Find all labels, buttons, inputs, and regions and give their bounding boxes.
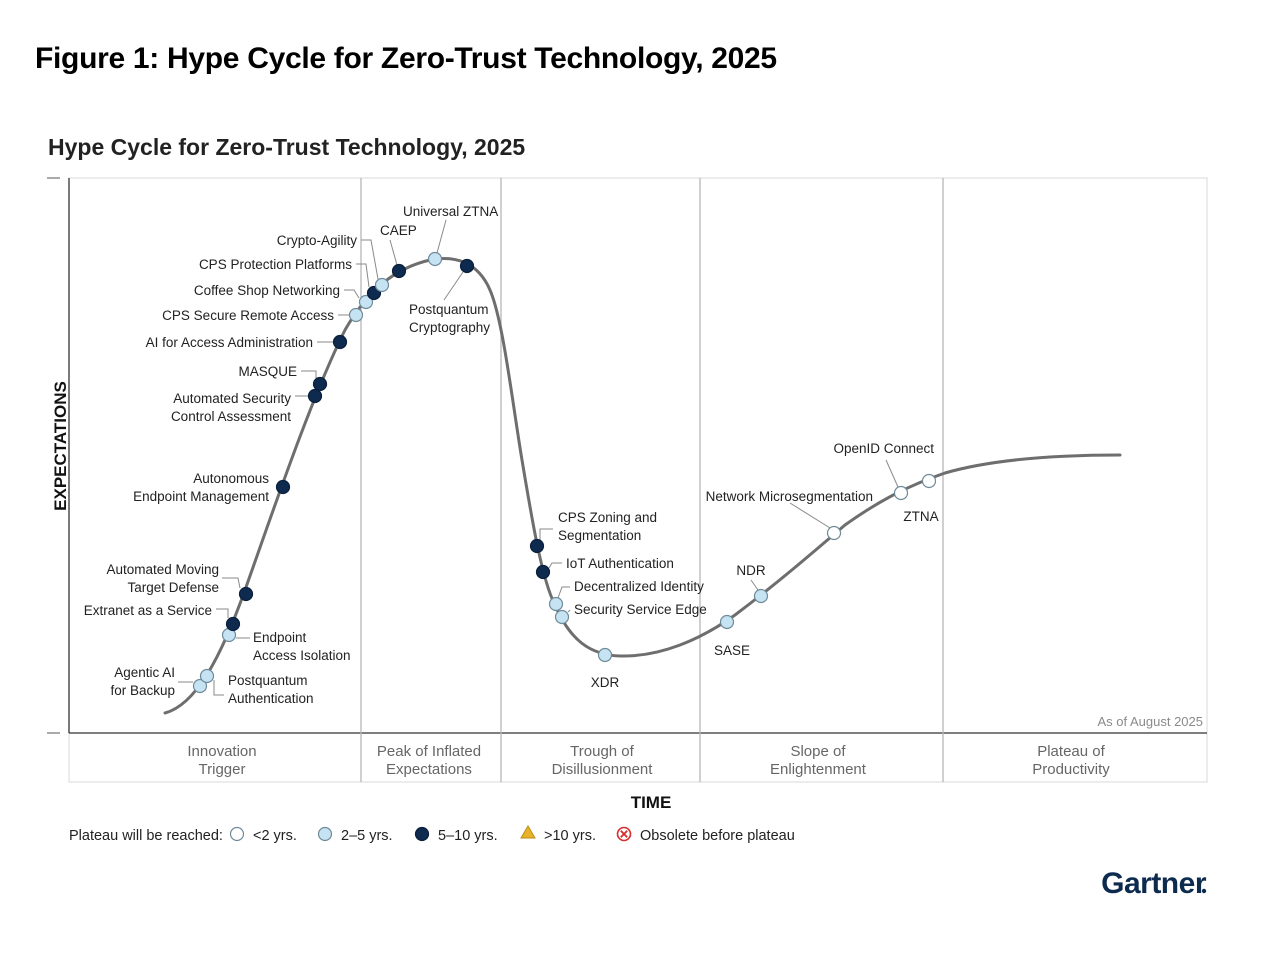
tech-label-agentic-ai-for-backup: Agentic AI for Backup: [110, 665, 175, 698]
tech-label-cps-zoning-and-segmentation: CPS Zoning and Segmentation: [558, 510, 657, 543]
y-axis-label: EXPECTATIONS: [51, 381, 70, 511]
leader-openid-connect: [885, 459, 899, 488]
legend-label-y2to5: 2–5 yrs.: [341, 828, 393, 844]
gartner-logo: Gartner: [1101, 867, 1207, 900]
legend-symbol-5-10-yrs: [414, 826, 430, 842]
legend-symbol-lt-2-yrs: [229, 826, 245, 842]
tech-label-iot-authentication: IoT Authentication: [566, 556, 674, 571]
leader-coffee-shop-networking: [344, 289, 360, 299]
tech-label-security-service-edge: Security Service Edge: [574, 602, 707, 617]
tech-marker-ai-for-access-administration[interactable]: [332, 334, 348, 350]
tech-label-network-microsegmentation: Network Microsegmentation: [706, 489, 873, 504]
x-axis-label: TIME: [631, 793, 672, 812]
tech-marker-postquantum-authentication[interactable]: [199, 668, 215, 684]
tech-marker-openid-connect[interactable]: [893, 485, 909, 501]
tech-marker-network-microsegmentation[interactable]: [826, 525, 842, 541]
tech-label-ztna: ZTNA: [903, 509, 938, 524]
legend-symbol-gt-10-yrs: [520, 825, 536, 839]
tech-marker-iot-authentication[interactable]: [535, 564, 551, 580]
tech-marker-universal-ztna[interactable]: [427, 251, 443, 267]
leader-automated-moving-target-defense: [222, 577, 241, 589]
phase-label-innovation-trigger: Innovation Trigger: [187, 743, 256, 778]
logo-dot: [1201, 888, 1207, 894]
tech-label-ai-for-access-administration: AI for Access Administration: [146, 335, 313, 350]
chart-title: Hype Cycle for Zero-Trust Technology, 20…: [48, 134, 525, 160]
tech-marker-caep[interactable]: [391, 263, 407, 279]
tech-label-cps-secure-remote-access: CPS Secure Remote Access: [162, 308, 334, 323]
legend-symbol-2-5-yrs: [317, 826, 333, 842]
leader-postquantum-cryptography: [443, 271, 464, 301]
tech-label-extranet-as-a-service: Extranet as a Service: [84, 603, 212, 618]
as-of-date: As of August 2025: [1097, 714, 1203, 729]
leader-cps-zoning-and-segmentation: [539, 528, 553, 540]
tech-label-masque: MASQUE: [238, 364, 297, 379]
leader-extranet-as-a-service: [216, 608, 229, 618]
tech-label-crypto-agility: Crypto-Agility: [277, 233, 358, 248]
tech-marker-coffee-shop-networking[interactable]: [358, 294, 374, 310]
tech-label-postquantum-authentication: Postquantum Authentication: [228, 673, 314, 706]
tech-label-coffee-shop-networking: Coffee Shop Networking: [194, 283, 340, 298]
tech-label-cps-protection-platforms: CPS Protection Platforms: [199, 257, 352, 272]
legend-label-y5to10: 5–10 yrs.: [438, 828, 498, 844]
tech-marker-decentralized-identity[interactable]: [548, 596, 564, 612]
leader-security-service-edge: [567, 609, 571, 613]
leader-cps-protection-platforms: [356, 263, 370, 288]
leader-network-microsegmentation: [789, 502, 831, 529]
leader-masque: [301, 370, 317, 378]
tech-marker-crypto-agility[interactable]: [374, 277, 390, 293]
leader-decentralized-identity: [557, 586, 570, 599]
legend-label-obsolete: Obsolete before plateau: [640, 828, 795, 844]
tech-marker-cps-secure-remote-access[interactable]: [348, 307, 364, 323]
tech-label-postquantum-cryptography: Postquantum Cryptography: [409, 302, 490, 335]
tech-label-automated-moving-target-defense: Automated Moving Target Defense: [106, 562, 219, 595]
tech-label-autonomous-endpoint-management: Autonomous Endpoint Management: [133, 471, 269, 504]
tech-label-ndr: NDR: [736, 563, 765, 578]
legend-title: Plateau will be reached:: [69, 828, 223, 844]
tech-marker-autonomous-endpoint-management[interactable]: [275, 479, 291, 495]
phase-label-plateau-of-productivity: Plateau of Productivity: [1032, 743, 1110, 778]
tech-marker-postquantum-cryptography[interactable]: [459, 258, 475, 274]
tech-label-openid-connect: OpenID Connect: [833, 441, 934, 456]
legend-obsolete-cross-icon: [620, 830, 628, 838]
tech-label-universal-ztna: Universal ZTNA: [403, 204, 498, 219]
tech-marker-extranet-as-a-service[interactable]: [225, 616, 241, 632]
tech-marker-sase[interactable]: [719, 614, 735, 630]
tech-marker-cps-zoning-and-segmentation[interactable]: [529, 538, 545, 554]
tech-label-decentralized-identity: Decentralized Identity: [574, 579, 704, 594]
figure-title: Figure 1: Hype Cycle for Zero-Trust Tech…: [35, 42, 777, 75]
tech-marker-ndr[interactable]: [753, 588, 769, 604]
tech-label-caep: CAEP: [380, 223, 417, 238]
leader-universal-ztna: [436, 219, 447, 254]
tech-label-automated-security-control-assessment: Automated Security Control Assessment: [171, 391, 291, 424]
tech-label-endpoint-access-isolation: Endpoint Access Isolation: [253, 630, 351, 663]
tech-marker-xdr[interactable]: [597, 647, 613, 663]
leader-iot-authentication: [548, 562, 562, 569]
phase-label-slope-of-enlightenment: Slope of Enlightenment: [770, 743, 867, 778]
tech-marker-automated-moving-target-defense[interactable]: [238, 586, 254, 602]
leader-crypto-agility: [361, 239, 379, 280]
leader-caep: [389, 239, 398, 266]
phase-label-trough-of-disillusionment: Trough of Disillusionment: [552, 743, 654, 778]
legend-label-lt2: <2 yrs.: [253, 828, 297, 844]
tech-marker-security-service-edge[interactable]: [554, 609, 570, 625]
leader-ndr: [750, 579, 759, 591]
tech-marker-masque[interactable]: [312, 376, 328, 392]
tech-label-xdr: XDR: [591, 675, 620, 690]
tech-marker-automated-security-control-assessment[interactable]: [307, 388, 323, 404]
phase-label-peak-of-inflated-expectations: Peak of Inflated Expectations: [377, 743, 481, 778]
legend-label-gt10: >10 yrs.: [544, 828, 596, 844]
tech-label-sase: SASE: [714, 643, 750, 658]
tech-marker-ztna[interactable]: [921, 473, 937, 489]
tech-marker-agentic-ai-for-backup[interactable]: [192, 678, 208, 694]
hype-curve: [163, 257, 1122, 715]
leader-postquantum-authentication: [213, 680, 224, 696]
